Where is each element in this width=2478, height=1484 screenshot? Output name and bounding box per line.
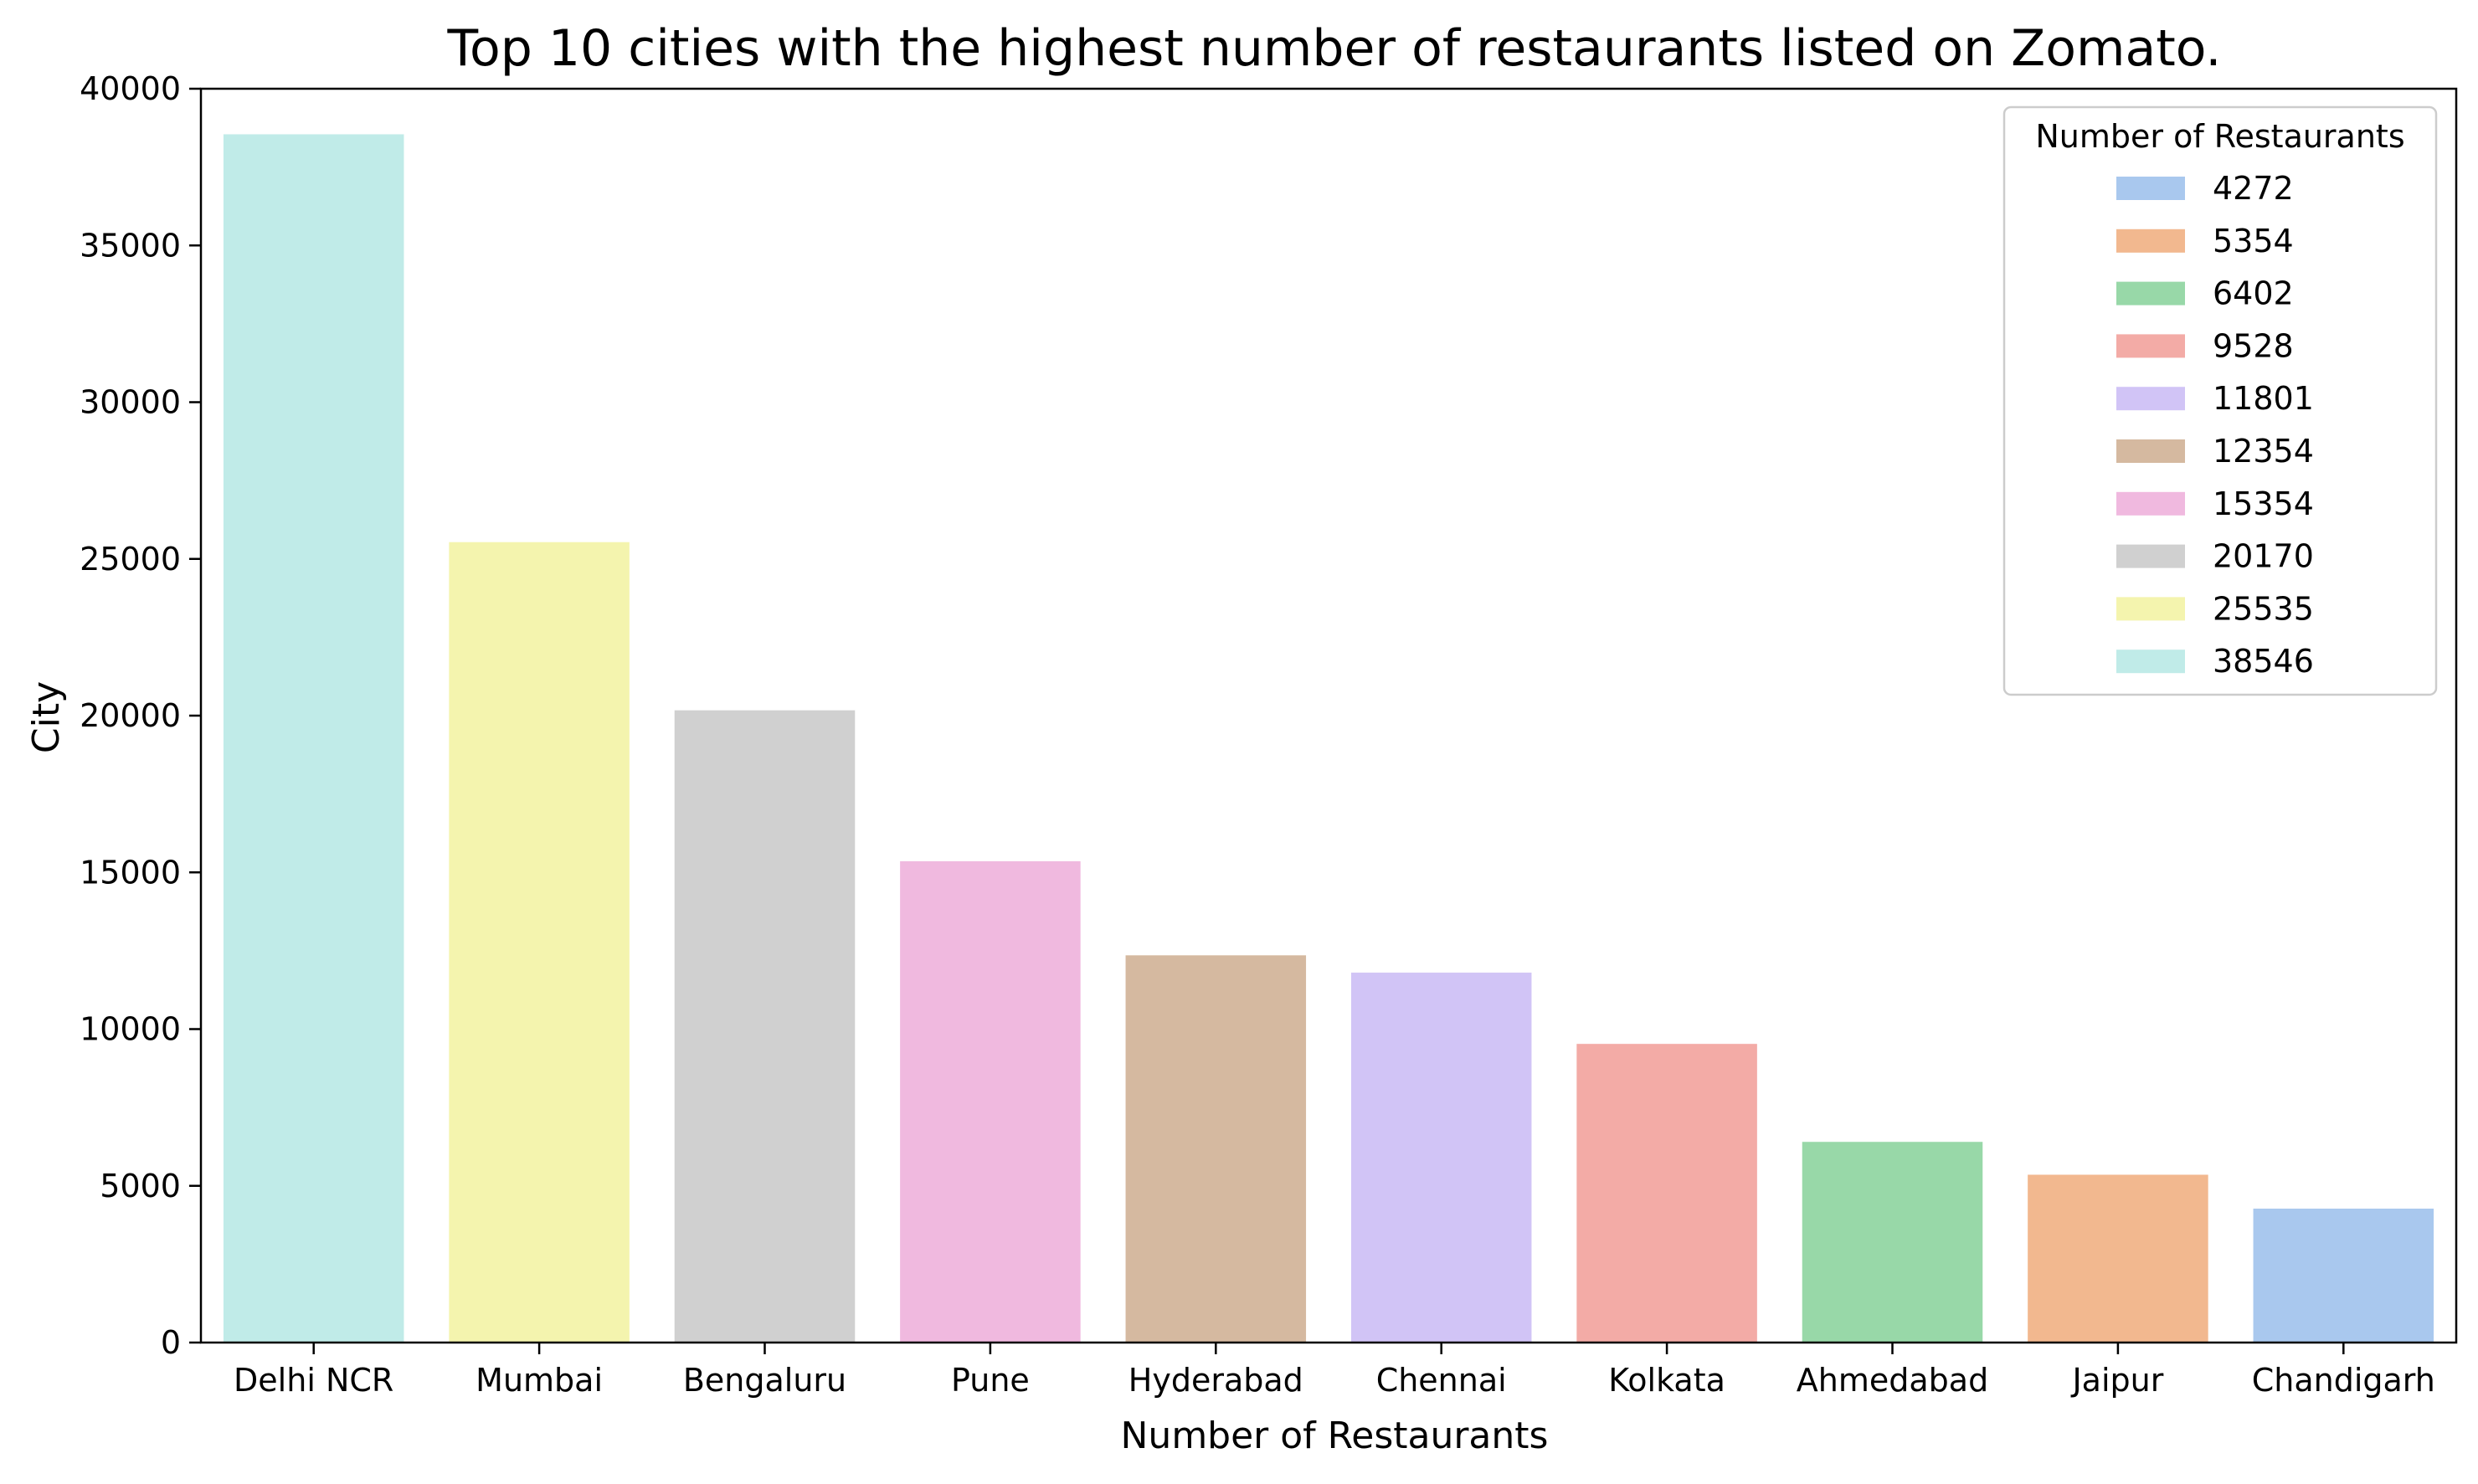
plot-frame (199, 87, 2458, 1344)
chart-title: Top 10 cities with the highest number of… (447, 19, 2222, 78)
legend-swatch (2116, 177, 2185, 200)
legend-entry-label: 12354 (2213, 433, 2314, 470)
bar-6 (1576, 1044, 1757, 1343)
y-tick-label: 35000 (80, 227, 181, 264)
bars-group (223, 134, 2434, 1343)
x-tick-label: Kolkata (1608, 1362, 1725, 1399)
bar-9 (2253, 1209, 2434, 1343)
x-tick-label: Pune (951, 1362, 1030, 1399)
bar-7 (1802, 1142, 1983, 1343)
y-tick-label: 5000 (100, 1168, 181, 1204)
legend-entry-label: 9528 (2213, 327, 2294, 364)
legend-entry-label: 4272 (2213, 170, 2294, 207)
y-axis-label: City (25, 681, 68, 753)
legend-swatch (2116, 597, 2185, 621)
bar-0 (223, 134, 404, 1343)
y-tick-label: 25000 (80, 541, 181, 578)
bar-2 (674, 710, 856, 1343)
x-tick-label: Bengaluru (683, 1362, 846, 1399)
legend-box (2002, 105, 2438, 696)
legend-entry-label: 11801 (2213, 380, 2314, 417)
legend: Number of Restaurants 4272 5354 6402 9528 118… (2002, 105, 2438, 696)
y-tick-label: 0 (161, 1324, 181, 1361)
x-tick-label: Ahmedabad (1797, 1362, 1988, 1399)
y-tick-label: 20000 (80, 697, 181, 734)
bar-3 (900, 860, 1081, 1343)
legend-swatch (2116, 334, 2185, 358)
y-tick-label: 30000 (80, 384, 181, 421)
x-tick-label: Jaipur (2070, 1362, 2163, 1399)
legend-entry-label: 38546 (2213, 643, 2314, 680)
legend-swatch (2116, 387, 2185, 411)
legend-entry-label: 5354 (2213, 223, 2294, 259)
legend-title: Number of Restaurants (2035, 118, 2404, 155)
y-tick-label: 40000 (80, 70, 181, 107)
x-tick-label: Hyderabad (1128, 1362, 1303, 1399)
y-tick-label: 15000 (80, 854, 181, 891)
legend-swatch (2116, 281, 2185, 306)
legend-swatch (2116, 491, 2185, 516)
x-tick-label: Delhi NCR (234, 1362, 393, 1399)
y-tick-label: 10000 (80, 1011, 181, 1048)
x-axis-label: Number of Restaurants (1121, 1415, 1549, 1457)
bar-1 (449, 542, 630, 1343)
legend-swatch (2116, 229, 2185, 253)
x-tick-label: Mumbai (476, 1362, 603, 1399)
legend-swatch (2116, 439, 2185, 463)
bar-5 (1350, 973, 1532, 1343)
legend-entry-label: 6402 (2213, 275, 2294, 312)
bar-4 (1125, 955, 1307, 1343)
x-tick-label: Chandigarh (2252, 1362, 2435, 1399)
x-axis: Delhi NCR Mumbai Bengaluru Pune Hyderabad Che… (234, 1343, 2435, 1399)
legend-entry-label: 15354 (2213, 485, 2314, 522)
legend-entry-label: 25535 (2213, 590, 2314, 627)
legend-entry-label: 20170 (2213, 538, 2314, 575)
bar-8 (2028, 1174, 2208, 1343)
x-tick-label: Chennai (1376, 1362, 1507, 1399)
legend-swatch (2116, 544, 2185, 568)
legend-swatch (2116, 650, 2185, 674)
y-axis: 0 5000 10000 15000 20000 25000 30000 35000 40000 (80, 70, 201, 1361)
